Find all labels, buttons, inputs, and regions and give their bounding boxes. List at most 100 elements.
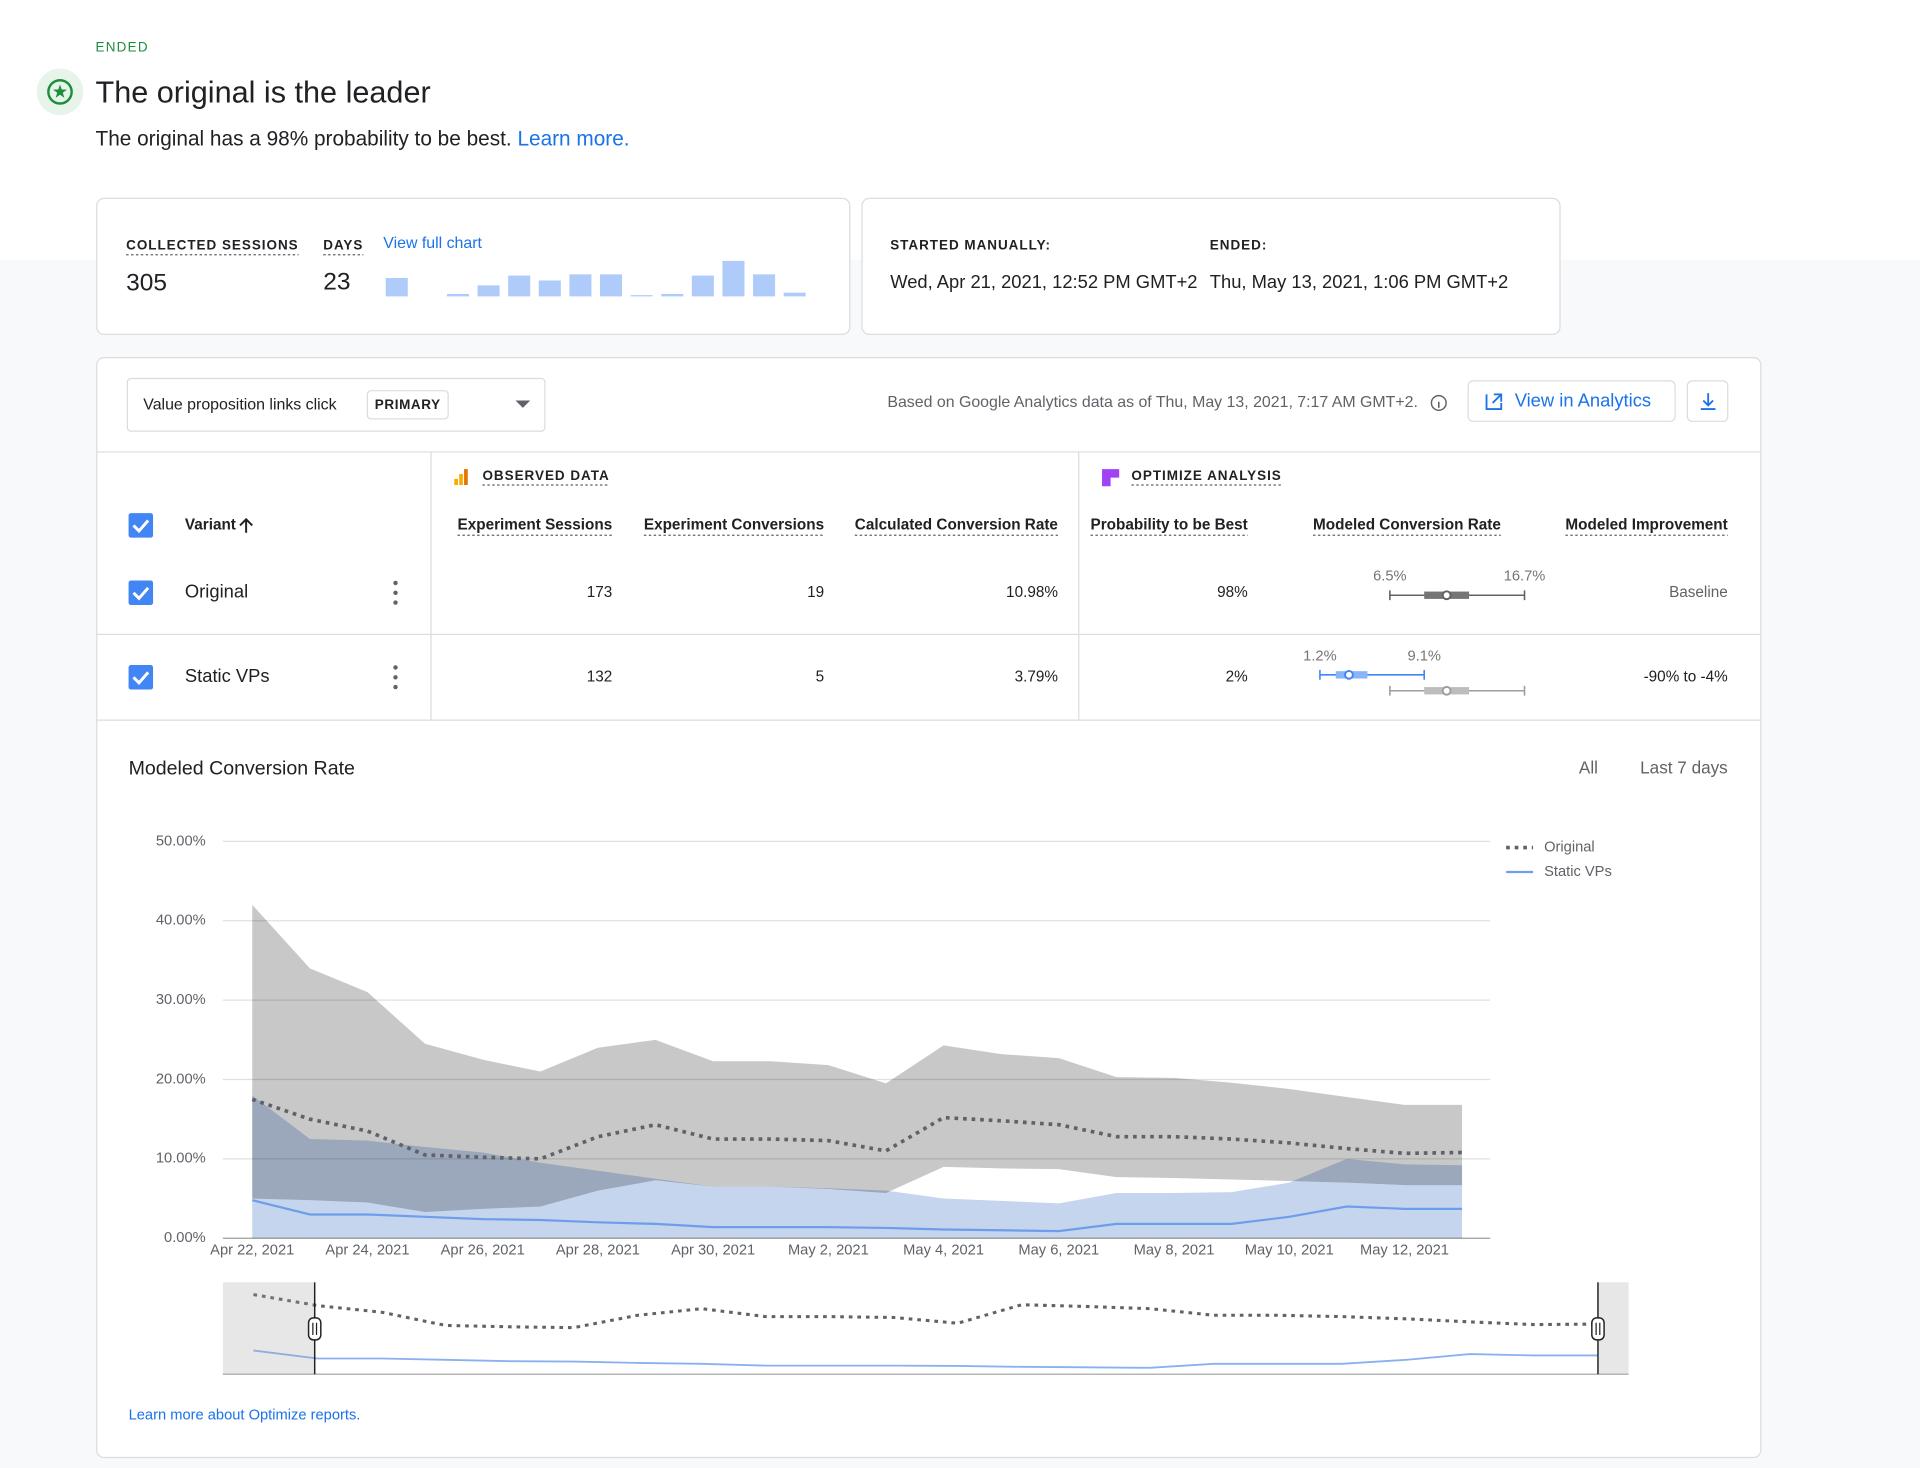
learn-more-link[interactable]: Learn more. — [517, 127, 629, 150]
dropdown-caret — [515, 400, 531, 408]
sparkline-bar — [569, 274, 592, 297]
navigator-line — [253, 1349, 1598, 1369]
footer-link[interactable]: Learn more about Optimize reports. — [129, 1408, 361, 1424]
table-cell: 98% — [1217, 584, 1248, 601]
sparkline-bar — [661, 293, 684, 297]
info-icon[interactable] — [1430, 394, 1447, 412]
status-label: ENDED — [96, 39, 149, 54]
table-cell: 5 — [816, 668, 825, 685]
data-note: Based on Google Analytics data as of Thu… — [887, 394, 1418, 411]
group-header: OPTIMIZE ANALYSIS — [1131, 468, 1281, 483]
checkbox[interactable] — [128, 665, 154, 690]
check-icon — [132, 671, 150, 685]
variant-name: Original — [185, 581, 248, 602]
objective-name: Value proposition links click — [143, 397, 336, 414]
sparkline-bar — [508, 275, 531, 297]
sparkline-bar — [600, 274, 623, 297]
range-option[interactable]: Last 7 days — [1640, 758, 1728, 778]
y-tick-label: 20.00% — [156, 1071, 206, 1087]
navigator-handle[interactable] — [307, 1317, 322, 1341]
observed-icon — [454, 478, 458, 486]
card — [96, 197, 851, 335]
y-tick-label: 50.00% — [156, 833, 206, 849]
chart-title: Modeled Conversion Rate — [129, 757, 355, 779]
column-header: Calculated Conversion Rate — [855, 516, 1058, 533]
view-in-analytics-button[interactable] — [1467, 380, 1676, 422]
observed-icon — [464, 469, 468, 486]
column-header[interactable]: Variant — [185, 516, 236, 533]
legend-label: Original — [1544, 839, 1595, 855]
x-tick-label: May 10, 2021 — [1245, 1242, 1334, 1258]
interval-label: 6.5% — [1373, 569, 1406, 585]
sparkline-bar — [477, 285, 500, 297]
interval-median — [1441, 685, 1452, 696]
x-tick-label: May 6, 2021 — [1018, 1242, 1099, 1258]
table-cell: 173 — [587, 584, 613, 601]
primary-badge-text: PRIMARY — [375, 397, 441, 412]
interval-label: 1.2% — [1303, 648, 1336, 664]
column-header: Modeled Improvement — [1565, 516, 1727, 533]
y-tick-label: 40.00% — [156, 913, 206, 929]
column-header: Experiment Sessions — [458, 516, 613, 533]
kebab-menu-dot[interactable] — [393, 600, 398, 605]
modeled-improvement: -90% to -4% — [1644, 668, 1729, 685]
sparkline-bar — [446, 293, 469, 297]
kebab-menu-dot[interactable] — [393, 580, 398, 586]
external-link-icon — [1485, 393, 1503, 410]
sparkline-bar — [691, 275, 714, 297]
view-full-chart-link[interactable]: View full chart — [383, 235, 482, 252]
check-icon — [132, 586, 150, 601]
check-icon — [132, 519, 150, 534]
sparkline-bar — [753, 274, 776, 297]
y-tick-label: 0.00% — [164, 1230, 206, 1246]
sparkline-bar — [783, 292, 806, 297]
table-cell: 10.98% — [1006, 584, 1058, 601]
interval-median — [1441, 590, 1452, 601]
page-title: The original is the leader — [96, 75, 431, 109]
table-cell: 132 — [587, 668, 613, 685]
primary-badge — [366, 390, 449, 420]
checkbox[interactable] — [128, 513, 154, 538]
kebab-menu-dot[interactable] — [393, 675, 398, 680]
navigator-handle[interactable] — [1591, 1317, 1605, 1341]
y-tick-label: 30.00% — [156, 992, 206, 1008]
observed-icon — [459, 473, 463, 486]
x-tick-label: Apr 24, 2021 — [325, 1242, 409, 1258]
table-cell: 19 — [807, 584, 824, 601]
variant-name: Static VPs — [185, 665, 270, 686]
navigator-mask — [222, 1282, 315, 1375]
sparkline-bar — [722, 260, 745, 297]
sparkline-bar — [538, 280, 561, 297]
kebab-menu-dot[interactable] — [393, 665, 398, 670]
sparkline-bar — [385, 278, 408, 297]
x-tick-label: May 2, 2021 — [788, 1242, 869, 1258]
download-icon — [1700, 393, 1716, 410]
legend-label: Static VPs — [1544, 864, 1612, 880]
subtitle: The original has a 98% probability to be… — [96, 127, 630, 150]
checkbox[interactable] — [128, 580, 154, 606]
days-label: DAYS — [323, 238, 363, 253]
started-label: STARTED MANUALLY: — [890, 238, 1051, 253]
column-header: Probability to be Best — [1091, 516, 1248, 533]
table-cell: 2% — [1226, 668, 1249, 685]
kebab-menu-dot[interactable] — [393, 590, 398, 595]
x-tick-label: Apr 28, 2021 — [556, 1242, 640, 1258]
range-option[interactable]: All — [1579, 758, 1598, 778]
sort-arrow — [239, 517, 253, 533]
series-line — [251, 1199, 1463, 1233]
x-tick-label: May 8, 2021 — [1134, 1242, 1215, 1258]
y-tick-label: 10.00% — [156, 1151, 206, 1167]
status-star — [53, 84, 67, 98]
x-tick-label: Apr 26, 2021 — [441, 1242, 525, 1258]
started-value: Wed, Apr 21, 2021, 12:52 PM GMT+2 — [890, 271, 1197, 292]
navigator-background — [222, 1282, 1629, 1375]
subtitle-text: The original has a 98% probability to be… — [96, 127, 512, 150]
kebab-menu-dot[interactable] — [393, 684, 398, 690]
sessions-value: 305 — [126, 270, 167, 297]
group-header: OBSERVED DATA — [482, 468, 609, 483]
table-cell: 3.79% — [1015, 668, 1059, 685]
status-icon-ring — [47, 78, 73, 105]
modeled-improvement: Baseline — [1669, 584, 1728, 601]
